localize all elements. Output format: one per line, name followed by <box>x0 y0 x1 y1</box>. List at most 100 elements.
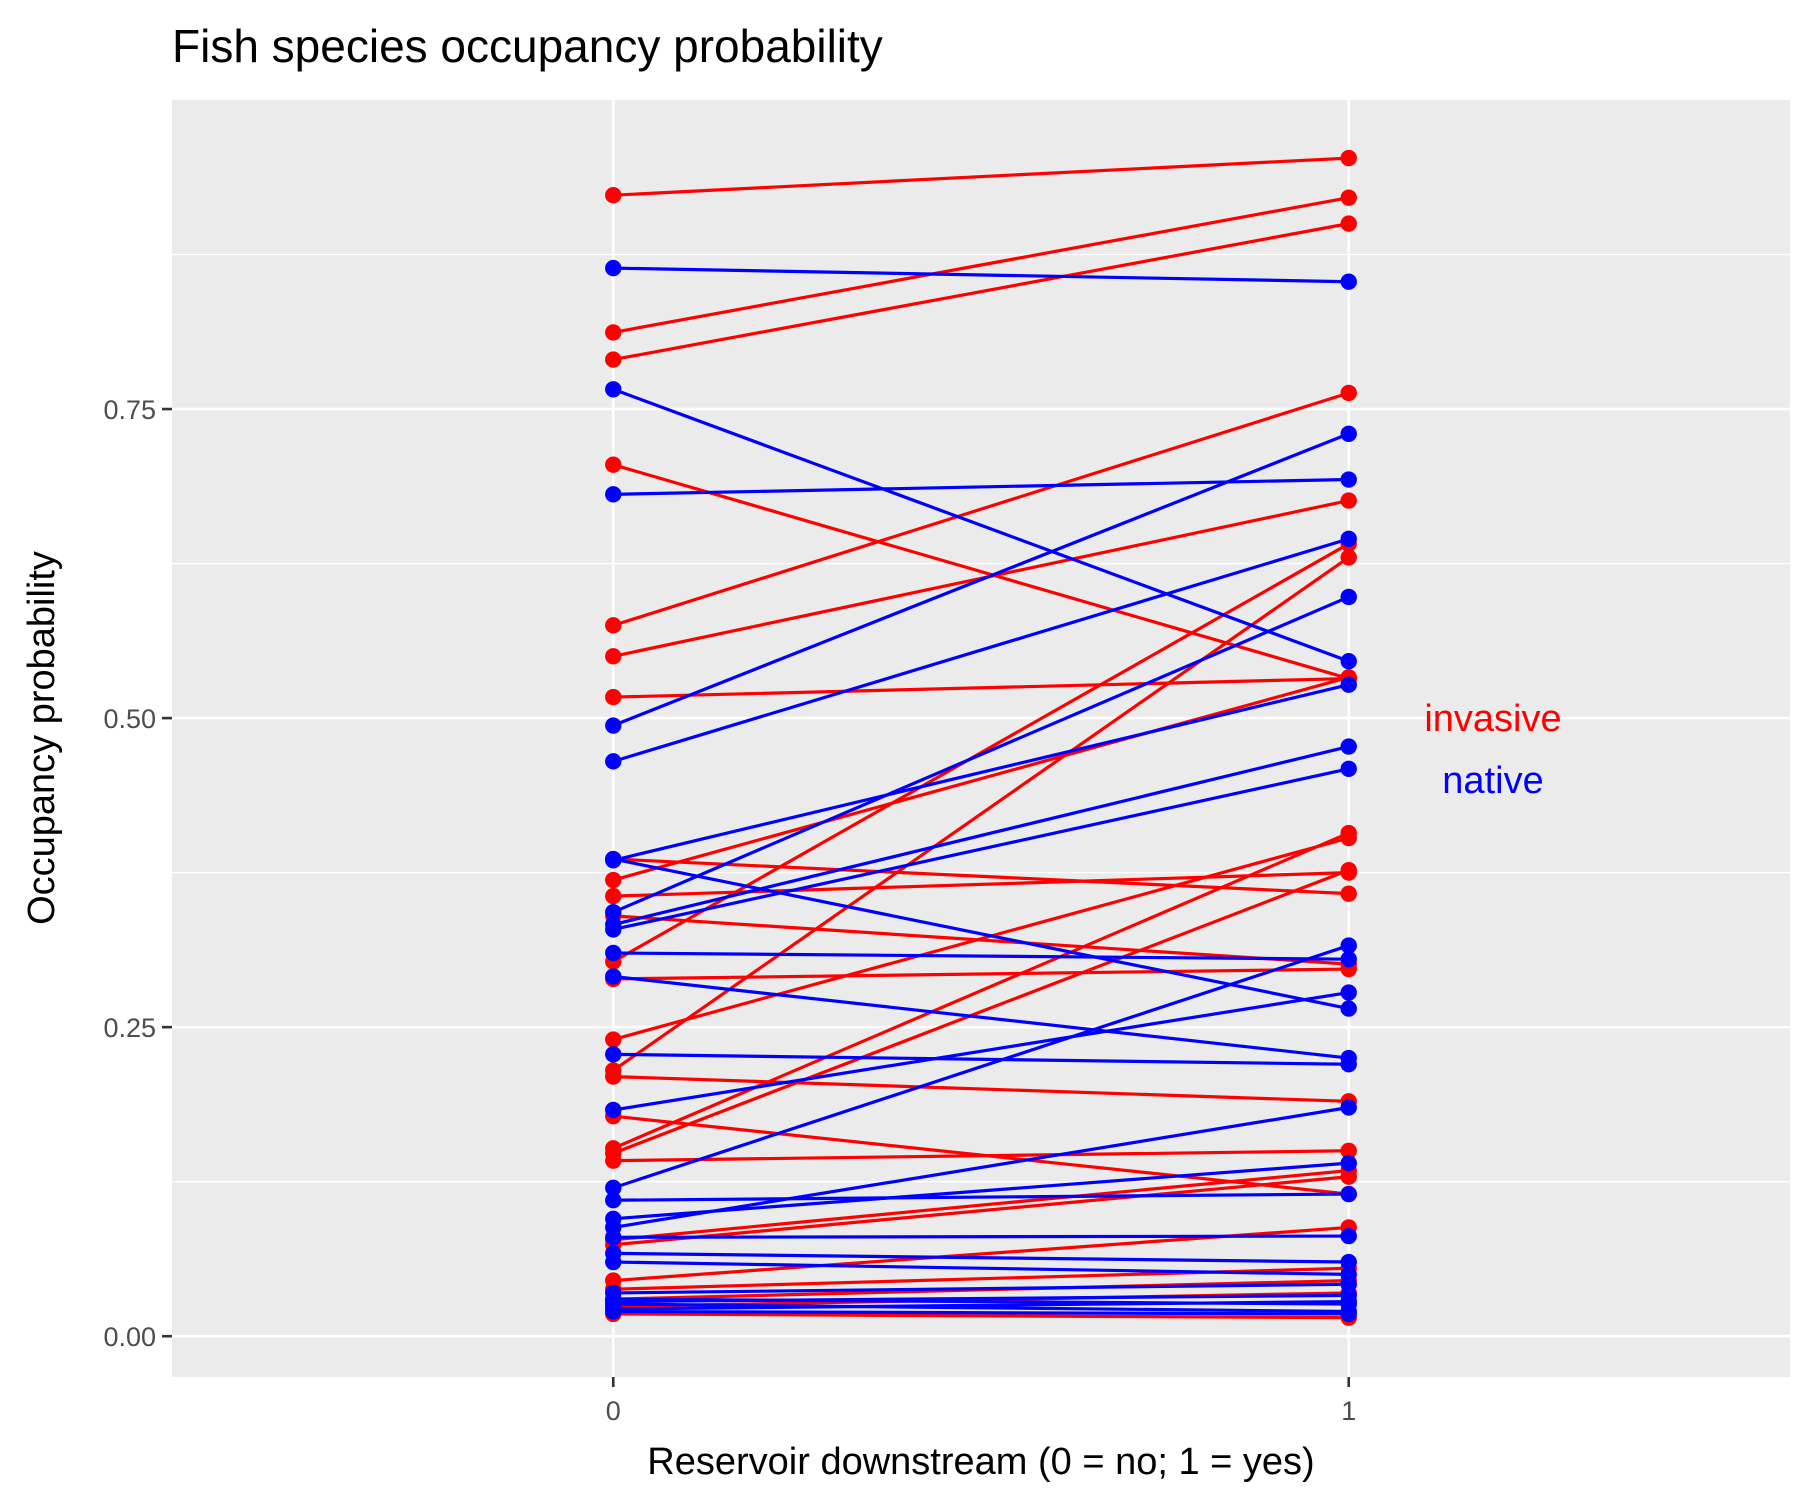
series-line-invasive-8 <box>612 675 1350 882</box>
series-line-native-32 <box>612 857 1350 1011</box>
point-native-40-x1 <box>1340 984 1357 1001</box>
point-invasive-8-x0 <box>605 871 622 889</box>
series-line-invasive-12 <box>613 967 1349 981</box>
point-native-39-x1 <box>1340 1056 1357 1073</box>
series-line-invasive-7 <box>613 857 1349 896</box>
point-invasive-3-x0 <box>605 456 622 473</box>
grid-minor <box>172 253 1790 1183</box>
series-line-native-53 <box>613 1309 1349 1316</box>
point-native-41-x0 <box>605 1179 622 1197</box>
point-native-33-x0 <box>605 852 622 869</box>
point-native-33-x1 <box>1340 676 1357 693</box>
series-lines <box>612 156 1350 1320</box>
point-native-40-x0 <box>605 1101 622 1119</box>
point-native-28-x1 <box>1340 653 1357 670</box>
x-tick-label-1: 1 <box>1341 1396 1356 1426</box>
series-line-invasive-21 <box>613 1175 1349 1247</box>
point-invasive-6-x0 <box>605 688 622 706</box>
point-invasive-14-x1 <box>1340 549 1357 566</box>
point-native-41-x1 <box>1340 937 1357 954</box>
series-line-invasive-6 <box>613 676 1349 699</box>
point-invasive-1-x1 <box>1340 189 1357 206</box>
series-line-native-33 <box>612 683 1350 862</box>
series-line-native-38 <box>613 974 1349 1060</box>
point-native-35-x1 <box>1340 738 1357 755</box>
point-native-27-x1 <box>1340 273 1357 290</box>
series-line-native-30 <box>612 432 1350 728</box>
point-invasive-21-x1 <box>1340 1168 1357 1185</box>
point-invasive-9-x0 <box>605 887 622 905</box>
series-points <box>605 149 1357 1326</box>
series-line-native-42 <box>613 1192 1349 1202</box>
point-invasive-5-x1 <box>1340 492 1357 509</box>
series-line-native-40 <box>613 990 1349 1112</box>
point-invasive-19-x1 <box>1340 1142 1357 1159</box>
point-invasive-1-x0 <box>605 324 622 341</box>
point-invasive-7-x1 <box>1340 885 1357 902</box>
point-native-52-x1 <box>1340 1293 1357 1310</box>
point-native-36-x0 <box>605 921 622 938</box>
point-native-30-x0 <box>605 717 622 734</box>
x-axis-title: Reservoir downstream (0 = no; 1 = yes) <box>647 1441 1314 1483</box>
series-line-native-45 <box>613 1234 1349 1239</box>
series-line-native-39 <box>613 1052 1349 1066</box>
series-line-native-28 <box>612 387 1350 663</box>
point-native-42-x1 <box>1340 1185 1357 1203</box>
series-line-native-44 <box>613 1105 1349 1229</box>
point-native-39-x0 <box>605 1046 622 1063</box>
series-line-invasive-15 <box>613 1075 1349 1103</box>
point-native-43-x1 <box>1340 1154 1357 1172</box>
y-tick-label-2: 0.50 <box>103 704 156 734</box>
point-native-42-x0 <box>605 1192 622 1209</box>
point-native-37-x1 <box>1340 950 1357 968</box>
point-invasive-2-x1 <box>1340 215 1357 232</box>
series-line-invasive-18 <box>612 868 1350 1155</box>
y-tick-label-0: 0.00 <box>103 1322 156 1352</box>
axis-ticks <box>162 407 1351 1387</box>
point-native-34-x1 <box>1340 588 1357 606</box>
series-line-native-48 <box>613 1282 1349 1295</box>
point-native-30-x1 <box>1340 425 1357 442</box>
series-line-native-37 <box>613 951 1349 961</box>
y-tick-label-3: 0.75 <box>103 395 156 425</box>
point-native-37-x0 <box>605 944 622 962</box>
series-line-invasive-4 <box>612 391 1350 627</box>
plot-panel <box>172 100 1790 1377</box>
point-native-31-x1 <box>1340 530 1357 548</box>
series-line-invasive-26 <box>613 1312 1349 1320</box>
point-native-28-x0 <box>605 381 622 398</box>
point-invasive-13-x0 <box>605 1031 622 1048</box>
point-invasive-19-x0 <box>605 1152 622 1169</box>
point-invasive-4-x0 <box>605 617 622 634</box>
series-line-native-43 <box>613 1161 1349 1221</box>
label-native: native <box>1442 760 1543 802</box>
point-native-31-x0 <box>605 753 622 770</box>
point-native-47-x0 <box>605 1253 622 1271</box>
point-native-38-x0 <box>605 968 622 985</box>
series-line-native-52 <box>613 1299 1349 1311</box>
point-native-45-x0 <box>605 1229 622 1246</box>
point-invasive-15-x0 <box>605 1068 622 1085</box>
series-line-invasive-13 <box>612 836 1350 1042</box>
point-invasive-0-x0 <box>605 186 622 204</box>
point-native-46-x1 <box>1340 1253 1357 1271</box>
tick-labels: 0.00 0.25 0.50 0.75 0 1 <box>103 395 1356 1426</box>
point-invasive-17-x1 <box>1340 824 1357 842</box>
x-tick-label-0: 0 <box>606 1396 621 1426</box>
point-native-32-x1 <box>1340 1000 1357 1017</box>
point-invasive-0-x1 <box>1340 149 1357 167</box>
point-native-45-x1 <box>1340 1227 1357 1245</box>
series-line-native-51 <box>613 1302 1349 1314</box>
series-line-invasive-1 <box>612 196 1350 334</box>
point-native-53-x0 <box>605 1303 622 1320</box>
series-line-invasive-17 <box>612 831 1350 1150</box>
point-invasive-2-x0 <box>605 351 622 368</box>
series-line-invasive-20 <box>613 1168 1349 1242</box>
point-native-27-x0 <box>605 259 622 277</box>
point-native-29-x0 <box>605 486 622 503</box>
chart-title: Fish species occupancy probability <box>172 20 883 72</box>
label-invasive: invasive <box>1424 698 1561 740</box>
point-native-53-x1 <box>1340 1305 1357 1323</box>
point-invasive-5-x0 <box>605 648 622 665</box>
